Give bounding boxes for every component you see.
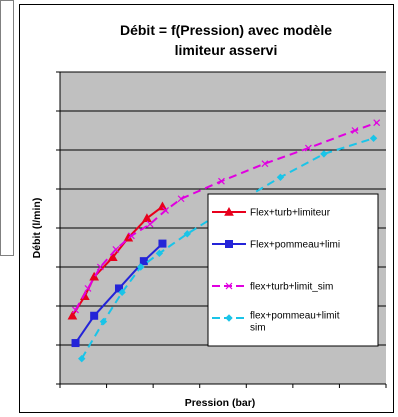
y-axis-label: Débit (l/min): [31, 198, 43, 259]
marker-x-stroke: [84, 285, 92, 292]
marker-x-stroke: [162, 207, 169, 214]
legend-entry-3: flex+turb+limit_sim: [212, 282, 333, 293]
marker-x: [177, 195, 185, 203]
marker-x: [218, 177, 225, 185]
legend-label: flex+pommeau+limit sim: [250, 311, 340, 334]
marker-square: [158, 239, 167, 248]
marker-x: [146, 220, 154, 228]
marker-diamond: [320, 150, 328, 158]
marker-diamond: [183, 230, 192, 238]
legend-entry-1: Flex+turb+limiteur: [212, 206, 331, 219]
marker-triangle: [107, 252, 118, 261]
marker-triangle: [67, 310, 78, 320]
marker-triangle: [157, 201, 168, 211]
marker-x: [351, 127, 359, 134]
marker-diamond: [137, 263, 145, 271]
marker-x-stroke: [146, 220, 154, 228]
legend-label: flex+turb+limit_sim: [250, 282, 333, 293]
legend-entry-4: flex+pommeau+limit sim: [212, 311, 340, 334]
legend: Flex+turb+limiteur Flex+pommeau+limi flex+…: [207, 193, 379, 347]
marker-x-stroke: [304, 144, 312, 152]
marker-square: [139, 257, 148, 266]
marker-x: [72, 306, 79, 314]
legend-box: [207, 193, 379, 347]
marker-diamond: [78, 354, 86, 363]
series-line: [80, 137, 374, 360]
left-panel-edge: [0, 0, 14, 256]
marker-diamond: [369, 134, 378, 143]
marker-triangle: [224, 206, 234, 216]
marker-x-stroke: [351, 127, 359, 134]
marker-x-stroke: [96, 263, 104, 271]
marker-x: [373, 119, 381, 127]
marker-x: [162, 207, 169, 214]
marker-diamond: [155, 249, 164, 258]
marker-square: [71, 339, 80, 348]
legend-entry-2: Flex+pommeau+limi: [212, 240, 340, 251]
marker-diamond: [276, 173, 285, 182]
marker-triangle: [89, 271, 100, 281]
marker-x: [112, 246, 120, 253]
marker-x-stroke: [218, 177, 225, 185]
marker-x: [304, 144, 312, 152]
marker-x: [127, 232, 135, 240]
series-3: [72, 119, 381, 314]
marker-x: [225, 282, 233, 290]
x-axis-label: Pression (bar): [185, 397, 256, 409]
legend-label-line: sim: [250, 323, 266, 334]
marker-x-stroke: [127, 232, 135, 240]
legend-label-line: flex+pommeau+limit: [250, 311, 340, 322]
marker-x-stroke: [112, 246, 120, 253]
legend-label: Flex+turb+limiteur: [250, 208, 331, 219]
marker-x: [96, 263, 104, 271]
marker-square: [90, 311, 99, 320]
marker-x-stroke: [72, 306, 79, 314]
marker-x-stroke: [225, 282, 233, 290]
marker-diamond: [99, 317, 108, 326]
marker-x: [261, 160, 269, 168]
legend-label: Flex+pommeau+limi: [250, 240, 340, 251]
marker-x: [84, 285, 92, 292]
marker-x-stroke: [261, 160, 269, 168]
marker-x-stroke: [177, 195, 185, 203]
chart-title-line-1: Débit = f(Pression) avec modèle: [120, 22, 332, 38]
chart-title-line-2: limiteur asservi: [175, 42, 278, 58]
marker-diamond: [225, 314, 233, 322]
marker-x-stroke: [373, 119, 381, 127]
axis-ticks: [56, 71, 387, 388]
legend-entries: Flex+turb+limiteur Flex+pommeau+limi flex+…: [212, 206, 340, 334]
marker-square: [225, 240, 233, 248]
marker-diamond: [118, 288, 126, 297]
